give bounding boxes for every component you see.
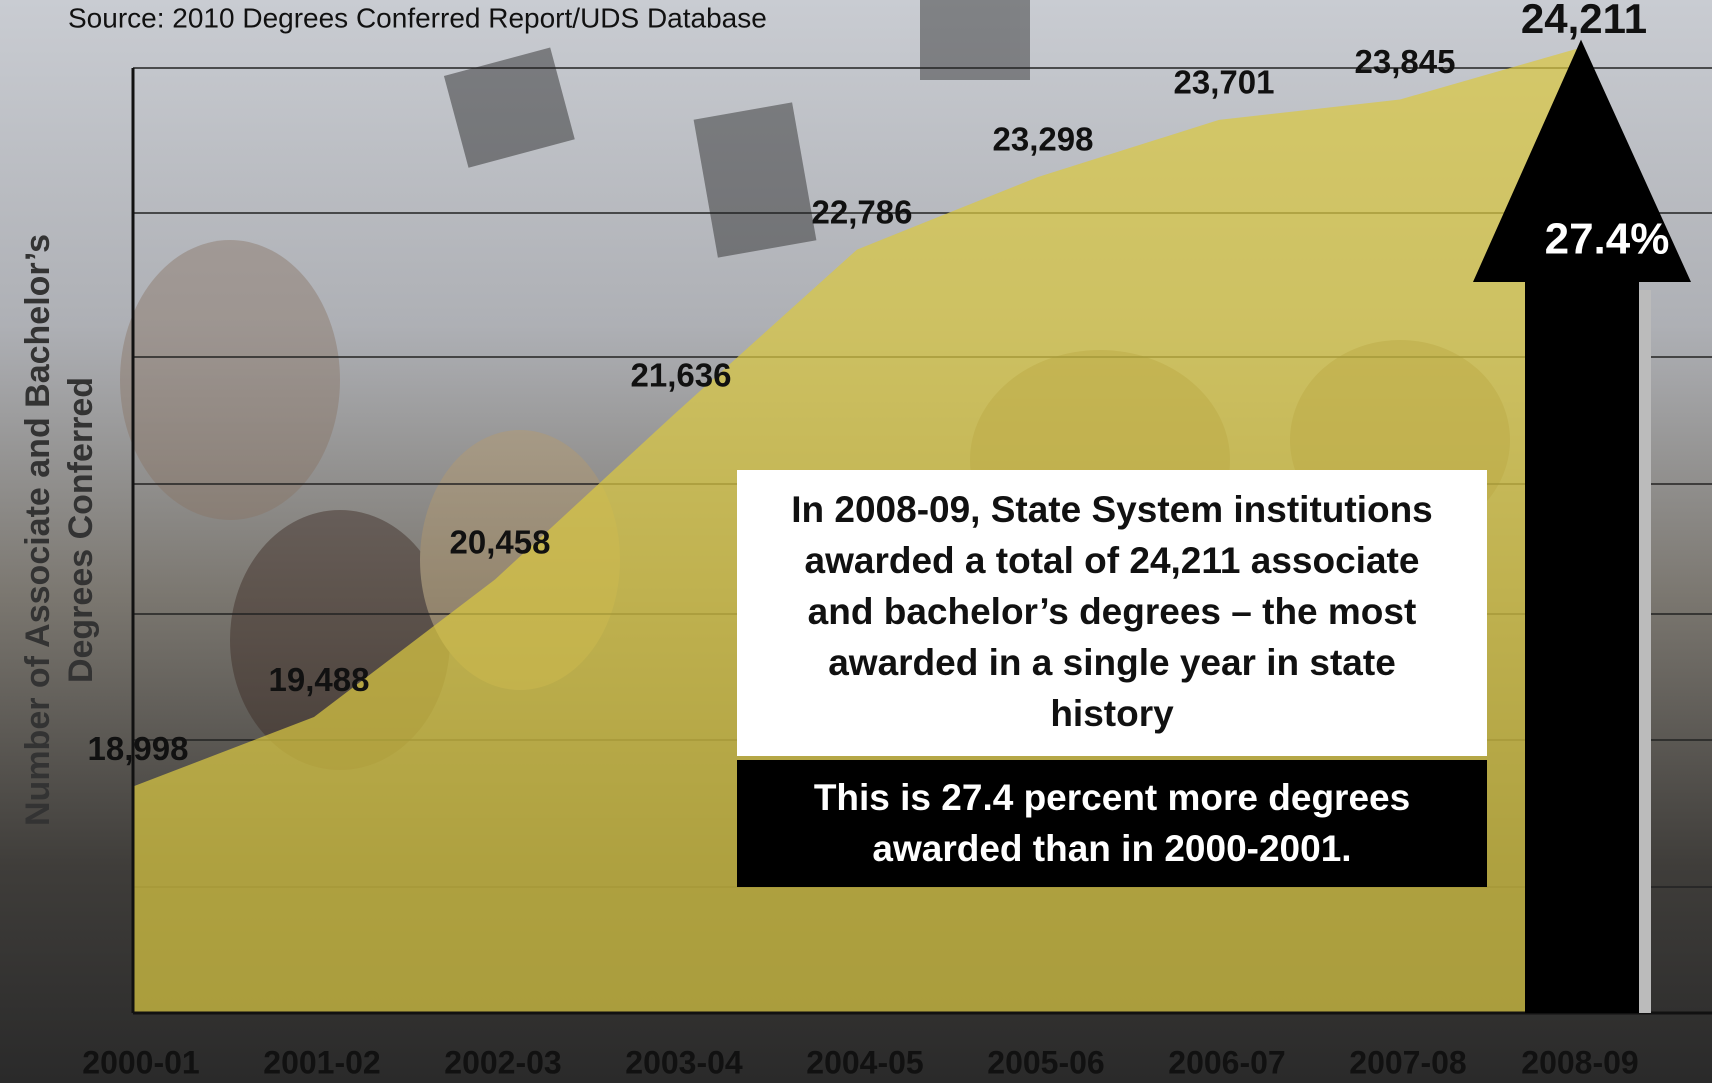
x-tick-label: 2005-06 <box>987 1044 1104 1080</box>
x-tick-label: 2007-08 <box>1349 1044 1466 1080</box>
growth-arrow <box>1473 39 1691 1013</box>
annotation: In 2008-09, State System institutions aw… <box>737 470 1487 756</box>
value-label: 18,998 <box>88 730 189 767</box>
value-label: 23,701 <box>1174 64 1275 101</box>
x-tick-label: 2003-04 <box>625 1044 743 1080</box>
x-tick-label: 2008-09 <box>1521 1044 1638 1080</box>
source: Source: 2010 Degrees Conferred Report/UD… <box>68 2 767 33</box>
value-label: 24,211 <box>1521 0 1647 42</box>
arrow-label: 27.4% <box>1545 215 1670 264</box>
y-label-line: Number of Associate and Bachelor’s <box>19 234 57 826</box>
x-tick-label: 2004-05 <box>806 1044 923 1080</box>
value-label: 22,786 <box>812 193 913 230</box>
x-tick-label: 2006-07 <box>1168 1044 1285 1080</box>
x-tick-label: 2001-02 <box>263 1044 380 1080</box>
x-tick-label: 2000-01 <box>82 1044 199 1080</box>
value-label: 23,298 <box>993 121 1094 158</box>
value-label: 23,845 <box>1355 43 1456 80</box>
y-label-line: Degrees Conferred <box>62 377 100 683</box>
y-label: Number of Associate and Bachelor’s Degre… <box>19 234 100 826</box>
x-tick-label: 2002-03 <box>444 1044 561 1080</box>
annotation-2: This is 27.4 percent more degrees awarde… <box>737 760 1487 887</box>
value-label: 21,636 <box>631 356 732 393</box>
arrow-edge <box>1639 290 1651 1013</box>
value-label: 19,488 <box>269 661 370 698</box>
value-label: 20,458 <box>450 523 551 560</box>
